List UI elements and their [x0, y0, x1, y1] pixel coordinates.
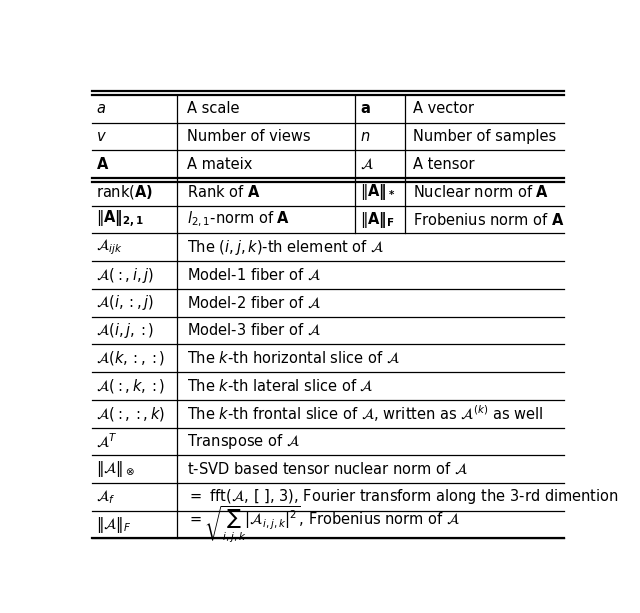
Text: $\|\bf{A}\|_{2,1}$: $\|\bf{A}\|_{2,1}$	[96, 209, 143, 230]
Text: $\mathcal{A}(:,k,:)$: $\mathcal{A}(:,k,:)$	[96, 377, 165, 395]
Text: A vector: A vector	[413, 101, 474, 116]
Text: $v$: $v$	[96, 129, 107, 144]
Text: $\mathcal{A}_f$: $\mathcal{A}_f$	[96, 488, 115, 506]
Text: The $(i,j,k)$-th element of $\mathcal{A}$: The $(i,j,k)$-th element of $\mathcal{A}…	[187, 238, 384, 257]
Text: t-SVD based tensor nuclear norm of $\mathcal{A}$: t-SVD based tensor nuclear norm of $\mat…	[187, 462, 468, 477]
Text: $\mathcal{A}(i,j,:)$: $\mathcal{A}(i,j,:)$	[96, 321, 154, 340]
Text: $\bf{a}$: $\bf{a}$	[360, 101, 371, 116]
Text: Frobenius norm of $\bf{A}$: Frobenius norm of $\bf{A}$	[413, 211, 565, 227]
Text: A scale: A scale	[187, 101, 239, 116]
Text: $\mathcal{A}_{ijk}$: $\mathcal{A}_{ijk}$	[96, 237, 122, 257]
Text: $= \sqrt{\sum_{i,j,k} |\mathcal{A}_{i,j,k}|^2}$, Frobenius norm of $\mathcal{A}$: $= \sqrt{\sum_{i,j,k} |\mathcal{A}_{i,j,…	[187, 504, 460, 545]
Text: $\|\mathcal{A}\|_\otimes$: $\|\mathcal{A}\|_\otimes$	[96, 459, 135, 479]
Text: $\mathcal{A}(:,i,j)$: $\mathcal{A}(:,i,j)$	[96, 265, 154, 284]
Text: $\mathcal{A}(k,:,:)$: $\mathcal{A}(k,:,:)$	[96, 349, 165, 367]
Text: Number of samples: Number of samples	[413, 129, 557, 144]
Text: Nuclear norm of $\bf{A}$: Nuclear norm of $\bf{A}$	[413, 184, 549, 200]
Text: $\mathcal{A}^T$: $\mathcal{A}^T$	[96, 432, 117, 451]
Text: Model-1 fiber of $\mathcal{A}$: Model-1 fiber of $\mathcal{A}$	[187, 267, 321, 283]
Text: $n$: $n$	[360, 129, 371, 144]
Text: A tensor: A tensor	[413, 157, 475, 172]
Text: $\mathcal{A}(i,:,j)$: $\mathcal{A}(i,:,j)$	[96, 293, 154, 312]
Text: Number of views: Number of views	[187, 129, 310, 144]
Text: Model-2 fiber of $\mathcal{A}$: Model-2 fiber of $\mathcal{A}$	[187, 295, 321, 310]
Text: The $k$-th lateral slice of $\mathcal{A}$: The $k$-th lateral slice of $\mathcal{A}…	[187, 378, 373, 394]
Text: $l_{2,1}$-norm of $\bf{A}$: $l_{2,1}$-norm of $\bf{A}$	[187, 210, 290, 229]
Text: $\mathcal{A}$: $\mathcal{A}$	[360, 157, 374, 172]
Text: The $k$-th horizontal slice of $\mathcal{A}$: The $k$-th horizontal slice of $\mathcal…	[187, 351, 399, 366]
Text: $\|\bf{A}\|_F$: $\|\bf{A}\|_F$	[360, 210, 394, 230]
Text: Model-3 fiber of $\mathcal{A}$: Model-3 fiber of $\mathcal{A}$	[187, 323, 321, 338]
Text: Transpose of $\mathcal{A}$: Transpose of $\mathcal{A}$	[187, 432, 300, 451]
Text: $\|\bf{A}\|_*$: $\|\bf{A}\|_*$	[360, 182, 396, 202]
Text: $\mathcal{A}(:,:,k)$: $\mathcal{A}(:,:,k)$	[96, 405, 165, 423]
Text: A mateix: A mateix	[187, 157, 252, 172]
Text: Rank of $\bf{A}$: Rank of $\bf{A}$	[187, 184, 260, 200]
Text: $\|\mathcal{A}\|_F$: $\|\mathcal{A}\|_F$	[96, 515, 131, 535]
Text: The $k$-th frontal slice of $\mathcal{A}$, written as $\mathcal{A}^{(k)}$ as wel: The $k$-th frontal slice of $\mathcal{A}…	[187, 403, 543, 424]
Text: $a$: $a$	[96, 101, 106, 116]
Text: $=$ fft$(\mathcal{A}$, [ ], 3), Fourier transform along the 3-rd dimention: $=$ fft$(\mathcal{A}$, [ ], 3), Fourier …	[187, 487, 618, 506]
Text: $\bf{A}$: $\bf{A}$	[96, 156, 109, 172]
Text: rank$(\bf{A})$: rank$(\bf{A})$	[96, 183, 153, 201]
